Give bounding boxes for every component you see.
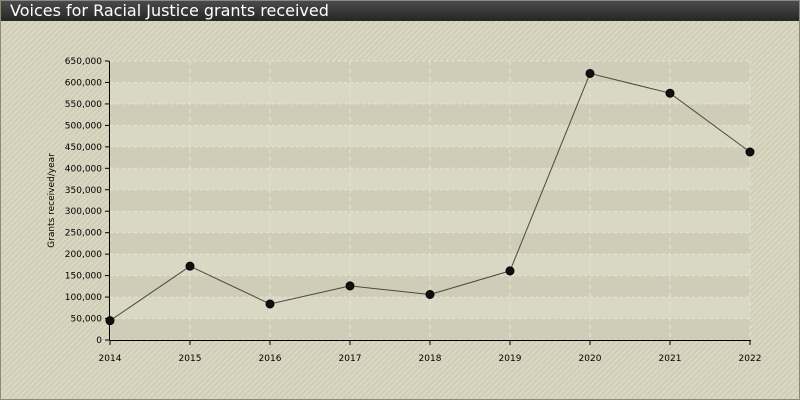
- y-tick-label: 300,000: [65, 207, 102, 217]
- data-point: [345, 281, 355, 291]
- x-tick-label: 2022: [739, 354, 762, 364]
- y-tick-label: 50,000: [71, 315, 103, 325]
- y-tick-label: 400,000: [65, 164, 102, 174]
- plot-band: [110, 232, 750, 255]
- y-tick-label: 200,000: [65, 250, 102, 260]
- y-tick-label: 250,000: [65, 229, 102, 239]
- data-point: [585, 68, 595, 78]
- plot-band: [110, 168, 750, 190]
- data-point: [745, 147, 755, 157]
- x-tick-label: 2016: [259, 354, 282, 364]
- x-tick-label: 2014: [99, 354, 122, 364]
- data-point: [505, 266, 515, 276]
- y-tick-label: 600,000: [65, 78, 102, 88]
- x-tick-label: 2015: [179, 354, 202, 364]
- y-tick-label: 150,000: [65, 272, 102, 282]
- y-tick-label: 0: [96, 336, 102, 346]
- x-tick-label: 2017: [339, 354, 362, 364]
- title-bar: Voices for Racial Justice grants receive…: [1, 1, 799, 21]
- y-tick-label: 650,000: [65, 57, 102, 67]
- data-point: [265, 299, 275, 309]
- plot-band: [110, 297, 750, 319]
- data-point: [425, 290, 435, 300]
- y-tick-label: 500,000: [65, 121, 102, 131]
- plot-band: [110, 103, 750, 126]
- x-tick-label: 2020: [579, 354, 602, 364]
- data-point: [185, 261, 195, 271]
- x-tick-label: 2019: [499, 354, 522, 364]
- data-point: [665, 88, 675, 98]
- x-tick-label: 2018: [419, 354, 442, 364]
- data-point: [105, 316, 115, 326]
- y-tick-label: 550,000: [65, 100, 102, 110]
- y-axis-label: Grants received/year: [47, 153, 57, 248]
- y-tick-label: 100,000: [65, 293, 102, 303]
- x-tick-label: 2021: [659, 354, 682, 364]
- y-tick-label: 450,000: [65, 143, 102, 153]
- chart-title: Voices for Racial Justice grants receive…: [10, 1, 329, 20]
- y-tick-label: 350,000: [65, 186, 102, 196]
